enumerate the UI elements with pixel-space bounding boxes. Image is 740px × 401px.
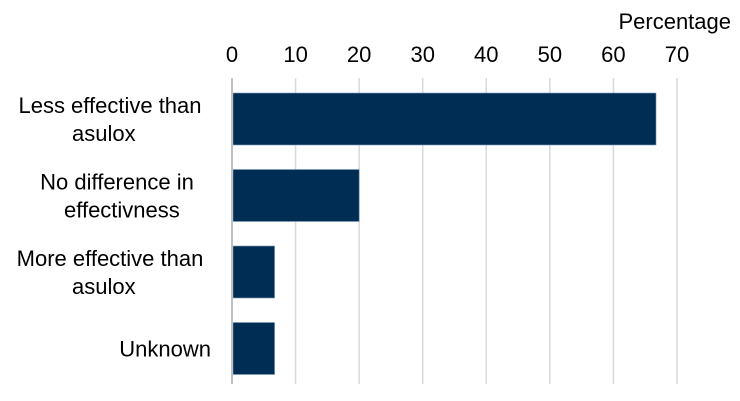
bar-1: [232, 169, 360, 222]
x-tick-label-60: 60: [601, 42, 625, 67]
category-label-line: Less effective than: [18, 93, 201, 118]
category-label-0: Less effective than asulox: [18, 93, 201, 146]
x-tick-label-0: 0: [226, 42, 238, 67]
category-label-line: No difference in: [40, 170, 194, 195]
category-label-line: asulox: [72, 121, 136, 146]
category-label-2: More effective than asulox: [17, 246, 204, 299]
x-tick-label-30: 30: [410, 42, 434, 67]
x-axis-title: Percentage: [618, 9, 731, 34]
category-label-line: asulox: [72, 274, 136, 299]
x-tick-label-20: 20: [347, 42, 371, 67]
bar-0: [232, 92, 657, 146]
bar-2: [232, 245, 275, 299]
bars: [232, 92, 657, 375]
x-tick-label-10: 10: [283, 42, 307, 67]
bar-3: [232, 322, 275, 375]
x-axis-ticks: 0 10 20 30 40 50 60 70: [226, 42, 689, 67]
x-tick-label-50: 50: [538, 42, 562, 67]
x-tick-label-40: 40: [474, 42, 498, 67]
category-label-line: effectivness: [64, 198, 180, 223]
category-label-line: More effective than: [17, 246, 204, 271]
category-labels: Less effective than asulox No difference i…: [17, 93, 211, 362]
category-label-line: Unknown: [119, 337, 211, 362]
category-label-3: Unknown: [119, 337, 211, 362]
category-label-1: No difference in effectivness: [40, 170, 194, 223]
x-tick-label-70: 70: [665, 42, 689, 67]
